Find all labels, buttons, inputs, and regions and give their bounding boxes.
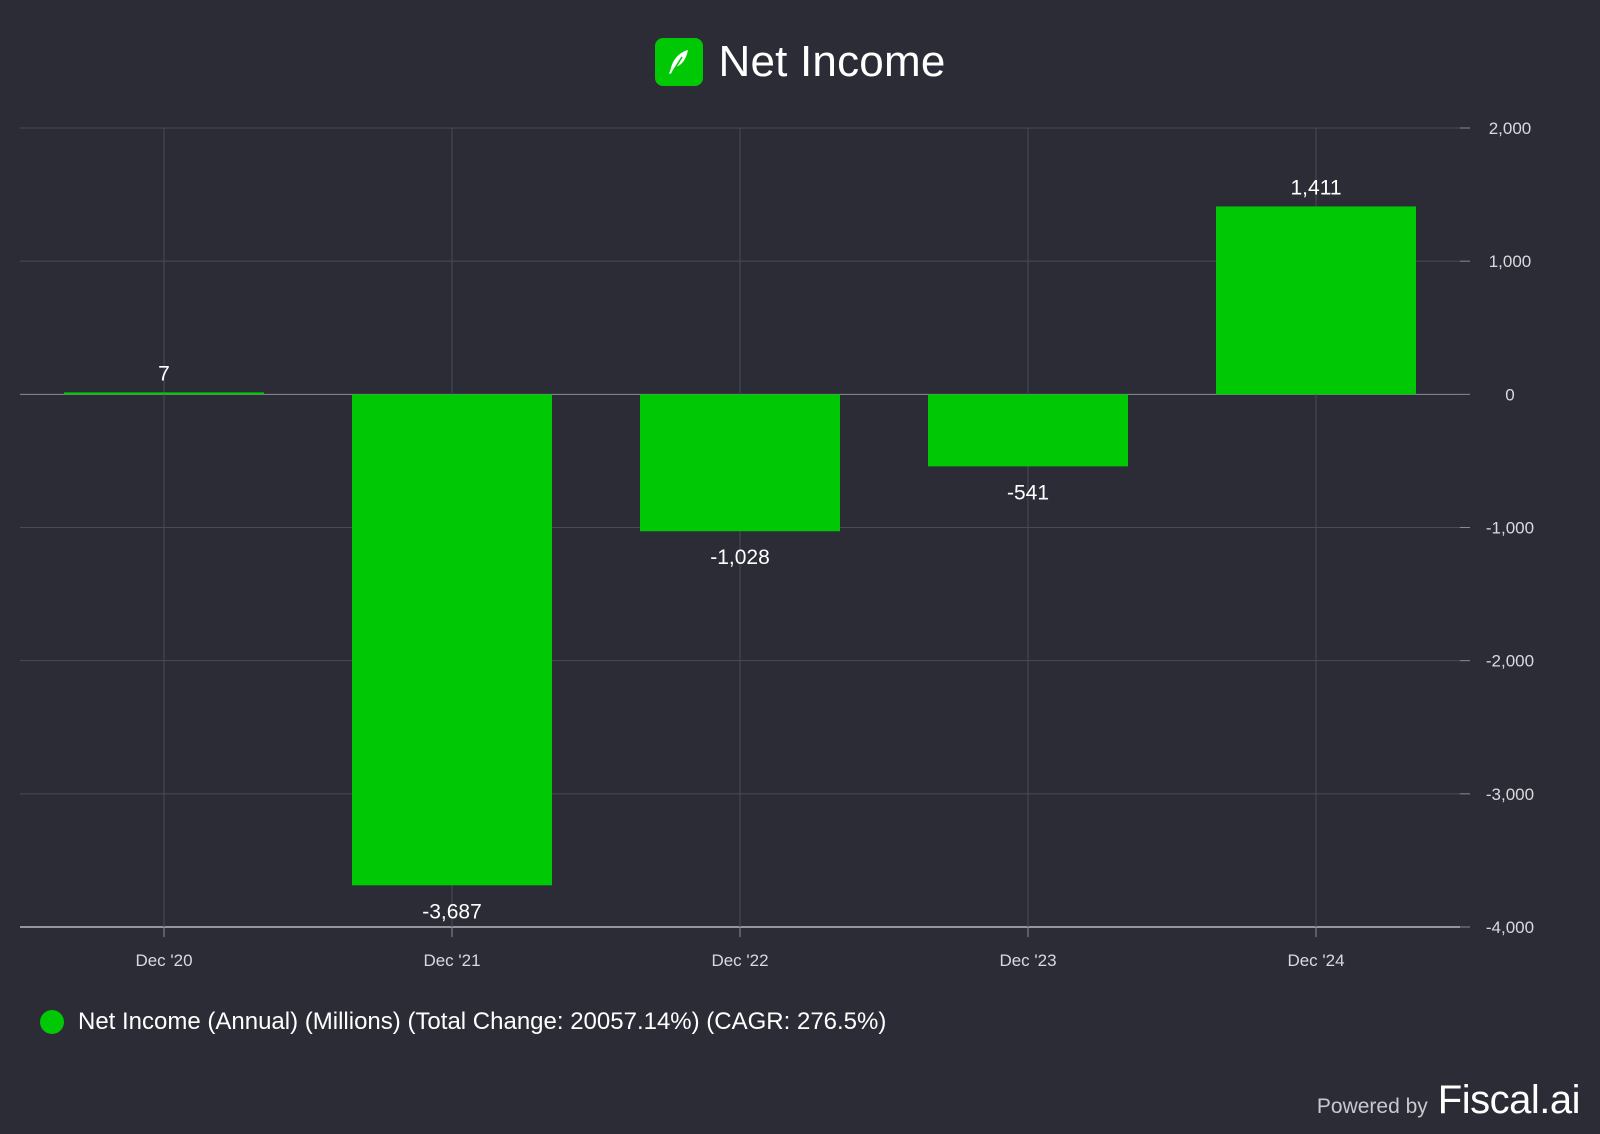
- bars: [64, 206, 1416, 886]
- bar-value-label: 7: [158, 362, 170, 385]
- bar-value-label: -1,028: [710, 546, 770, 569]
- chart-legend[interactable]: Net Income (Annual) (Millions) (Total Ch…: [40, 1008, 886, 1036]
- bar-value-label: 1,411: [1291, 176, 1342, 199]
- bar-1[interactable]: [352, 394, 552, 886]
- y-tick-label: -4,000: [1486, 918, 1534, 937]
- bar-4[interactable]: [1216, 206, 1416, 395]
- y-tick-label: -3,000: [1486, 785, 1534, 804]
- net-income-chart: 7 -3,687 -1,028 -541 1,411 2,000 1,000 0 -1,000…: [20, 119, 1534, 970]
- bar-2[interactable]: [640, 394, 840, 532]
- y-tick-label: -1,000: [1486, 519, 1534, 538]
- data-labels: 7 -3,687 -1,028 -541 1,411: [158, 176, 1341, 923]
- powered-by-text: Powered by: [1316, 1095, 1428, 1118]
- y-tick-label: 0: [1505, 385, 1514, 404]
- brand-logo: Fiscal.ai: [1437, 1078, 1581, 1122]
- x-tick-label: Dec '24: [1287, 951, 1344, 970]
- axes: 2,000 1,000 0 -1,000 -2,000 -3,000 -4,000 Dec '…: [135, 119, 1534, 970]
- powered-by-footer[interactable]: Powered by Fiscal.ai: [1316, 1078, 1581, 1123]
- y-tick-label: 2,000: [1489, 119, 1532, 138]
- x-tick-label: Dec '21: [423, 951, 480, 970]
- y-tick-label: 1,000: [1489, 252, 1532, 271]
- bar-value-label: -541: [1007, 481, 1049, 504]
- company-logo: [654, 38, 703, 86]
- legend-marker: [40, 1010, 64, 1034]
- x-tick-label: Dec '22: [711, 951, 768, 970]
- bar-0[interactable]: [64, 392, 264, 395]
- y-tick-label: -2,000: [1486, 652, 1534, 671]
- x-tick-label: Dec '23: [999, 951, 1056, 970]
- chart-title: Net Income: [718, 37, 946, 86]
- legend-label: Net Income (Annual) (Millions) (Total Ch…: [78, 1008, 887, 1035]
- bar-3[interactable]: [928, 394, 1128, 467]
- chart-header: Net Income: [0, 30, 1600, 94]
- bar-value-label: -3,687: [422, 900, 482, 923]
- x-tick-label: Dec '20: [135, 951, 192, 970]
- feather-icon: [668, 50, 688, 74]
